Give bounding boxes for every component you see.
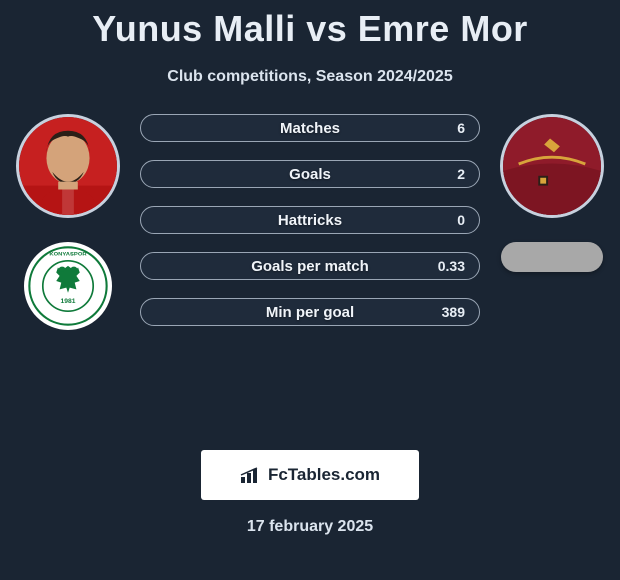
player-right-club-badge (501, 242, 603, 272)
attribution-badge: FcTables.com (201, 450, 419, 500)
bars-icon (240, 466, 262, 484)
stat-label: Matches (280, 120, 340, 137)
stats-list: Matches 6 Goals 2 Hattricks 0 Goals per … (140, 114, 480, 344)
stat-value-right: 0.33 (438, 258, 465, 274)
stat-value-right: 389 (442, 304, 465, 320)
stat-label: Goals per match (251, 258, 369, 275)
svg-text:KONYASPOR: KONYASPOR (49, 252, 87, 258)
stat-value-right: 0 (457, 212, 465, 228)
stat-row: Goals 2 (140, 160, 480, 188)
player-left-column: 1981 KONYASPOR (8, 114, 128, 330)
stat-label: Goals (289, 166, 331, 183)
svg-text:1981: 1981 (61, 298, 76, 305)
player-right-avatar (500, 114, 604, 218)
stat-label: Hattricks (278, 212, 342, 229)
player-right-column (492, 114, 612, 272)
stat-row: Hattricks 0 (140, 206, 480, 234)
date-text: 17 february 2025 (0, 518, 620, 536)
subtitle: Club competitions, Season 2024/2025 (0, 50, 620, 86)
stat-row: Min per goal 389 (140, 298, 480, 326)
stat-value-right: 2 (457, 166, 465, 182)
stat-row: Matches 6 (140, 114, 480, 142)
player-left-club-badge: 1981 KONYASPOR (24, 242, 112, 330)
stat-row: Goals per match 0.33 (140, 252, 480, 280)
stat-label: Min per goal (266, 304, 354, 321)
attribution-text: FcTables.com (268, 465, 380, 485)
page-title: Yunus Malli vs Emre Mor (0, 0, 620, 50)
player-left-avatar (16, 114, 120, 218)
stat-value-right: 6 (457, 120, 465, 136)
comparison-panel: 1981 KONYASPOR Matches 6 Goals (0, 114, 620, 444)
